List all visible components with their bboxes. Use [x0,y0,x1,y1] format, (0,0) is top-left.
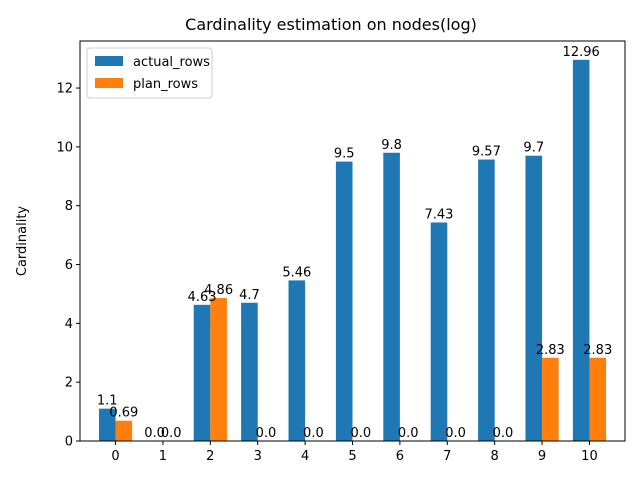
bar-actual_rows-8 [478,159,495,441]
y-axis: 0 2 4 6 8 10 12 [56,82,80,450]
y-tick-label-0: 0 [65,435,73,450]
y-tick-label-10: 10 [56,140,73,155]
chart-title: Cardinality estimation on nodes(log) [185,15,477,34]
x-axis: 0 1 2 3 4 5 6 7 8 9 10 [111,441,598,464]
x-tick-label-5: 5 [348,449,356,464]
data-label-plan_rows-4: 0.0 [303,426,324,441]
bar-actual_rows-7 [430,222,448,441]
x-tick-label-2: 2 [206,449,214,464]
y-tick-label-6: 6 [65,258,73,273]
legend-swatch-actual_rows [95,56,123,66]
data-label-plan_rows-1: 0.0 [161,426,182,441]
data-labels-group: 1.1 0.0 4.63 4.7 5.46 9.5 9.8 7.43 9.57 9.7 12.96 0… [97,45,612,441]
bar-actual_rows-4 [288,280,306,441]
data-label-plan_rows-9: 2.83 [536,343,565,358]
y-axis-label: Cardinality [15,206,30,277]
bars-group [98,59,607,441]
x-tick-label-6: 6 [396,449,404,464]
data-label-actual_rows-2: 4.63 [188,290,217,305]
data-label-actual_rows-8: 9.57 [472,145,501,160]
x-tick-label-0: 0 [111,449,119,464]
bar-actual_rows-2 [193,304,211,441]
x-tick-label-1: 1 [159,449,167,464]
data-label-actual_rows-5: 9.5 [334,147,355,162]
data-label-actual_rows-9: 9.7 [523,141,544,156]
bar-actual_rows-6 [383,152,400,441]
bar-actual_rows-10 [572,59,590,441]
data-label-actual_rows-4: 5.46 [282,265,311,280]
y-tick-label-8: 8 [65,199,73,214]
x-tick-label-8: 8 [491,449,499,464]
bar-actual_rows-0 [98,408,116,441]
x-tick-label-7: 7 [443,449,451,464]
data-label-actual_rows-10: 12.96 [563,45,600,60]
data-label-plan_rows-3: 0.0 [256,426,277,441]
x-tick-label-10: 10 [581,449,598,464]
data-label-actual_rows-1: 0.0 [144,426,165,441]
legend-label-plan_rows: plan_rows [133,77,198,92]
y-tick-label-4: 4 [65,317,73,332]
legend-label-actual_rows: actual_rows [133,55,210,70]
bar-actual_rows-5 [335,161,353,441]
bar-plan_rows-10 [589,357,607,441]
data-label-actual_rows-0: 1.1 [97,394,118,409]
y-tick-label-2: 2 [65,376,73,391]
data-label-plan_rows-7: 0.0 [445,426,466,441]
x-tick-label-4: 4 [301,449,309,464]
x-tick-label-9: 9 [538,449,546,464]
legend-swatch-plan_rows [95,78,123,88]
data-label-actual_rows-6: 9.8 [381,138,402,153]
data-label-actual_rows-3: 4.7 [239,288,260,303]
bar-plan_rows-0 [115,420,133,441]
data-label-actual_rows-7: 7.43 [425,207,454,222]
data-label-plan_rows-8: 0.0 [493,426,514,441]
data-label-plan_rows-2: 4.86 [204,283,233,298]
bar-plan_rows-2 [210,298,227,441]
bar-actual_rows-3 [241,302,258,441]
legend: actual_rows plan_rows [86,47,213,99]
x-tick-label-3: 3 [254,449,262,464]
data-label-plan_rows-10: 2.83 [583,343,612,358]
bar-plan_rows-9 [542,357,559,441]
bar-actual_rows-9 [525,155,543,441]
data-label-plan_rows-0: 0.69 [109,406,138,421]
data-label-plan_rows-5: 0.0 [350,426,371,441]
plot-frame [79,40,626,442]
data-label-plan_rows-6: 0.0 [398,426,419,441]
y-tick-label-12: 12 [56,82,73,97]
